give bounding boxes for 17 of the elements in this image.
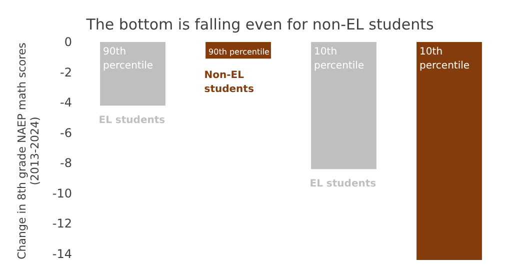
series-label: Non-EL students	[204, 70, 254, 96]
x-tick-label: 10th percentile	[314, 46, 364, 72]
y-axis-title: Change in 8th grade NAEP math scores (2013-2024)	[16, 42, 42, 260]
y-tick-label: -12	[52, 216, 72, 231]
text: EL students	[310, 178, 376, 190]
y-tick-label: -6	[60, 126, 72, 140]
y-tick-label: 0	[64, 35, 72, 49]
x-tick-label: 90th percentile	[103, 46, 154, 72]
y-tick-label: -2	[60, 65, 72, 80]
y-tick-label: -8	[60, 156, 72, 170]
x-tick-label: 10th percentile	[420, 46, 470, 72]
y-tick-label: -14	[52, 246, 72, 261]
series-label: EL students	[98, 115, 166, 126]
y-tick-label: -4	[60, 96, 72, 110]
y-tick-label: -10	[52, 186, 72, 200]
x-tick-label: 90th percentile	[208, 48, 270, 56]
chart-title: The bottom is falling even for non-EL students	[85, 16, 434, 34]
